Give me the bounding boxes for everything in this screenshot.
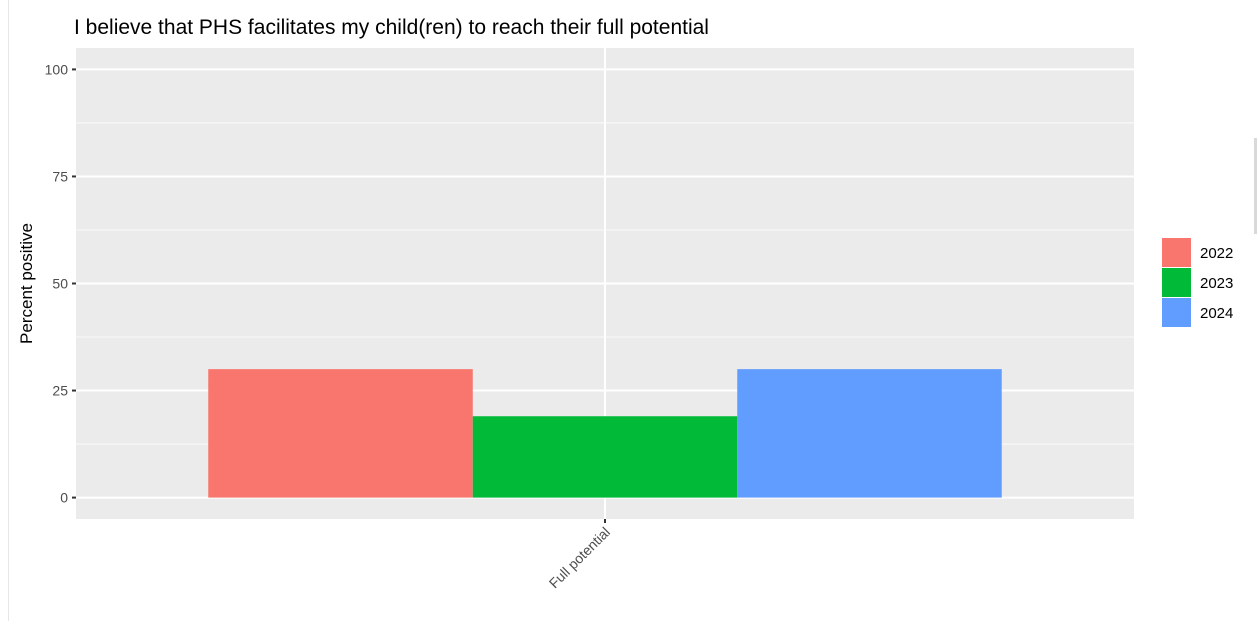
y-tick-label: 25 <box>52 383 68 399</box>
legend-label-2023: 2023 <box>1200 275 1233 292</box>
y-tick-label: 0 <box>60 490 68 506</box>
y-tick-label: 100 <box>45 61 69 77</box>
legend-key-2023 <box>1162 268 1191 297</box>
scrollbar-thumb[interactable] <box>1254 138 1257 234</box>
legend-key-2022 <box>1162 238 1191 267</box>
y-axis-label: Percent positive <box>17 223 36 344</box>
legend-key-2024 <box>1162 298 1191 327</box>
bar-2022 <box>208 369 473 498</box>
legend-label-2022: 2022 <box>1200 245 1233 262</box>
chart-title: I believe that PHS facilitates my child(… <box>74 16 709 39</box>
legend-label-2024: 2024 <box>1200 305 1233 322</box>
bar-2024 <box>737 369 1002 498</box>
y-tick-label: 50 <box>52 276 68 292</box>
x-tick-label: Full potential <box>546 524 613 591</box>
y-tick-label: 75 <box>52 168 68 184</box>
bar-2023 <box>472 416 738 498</box>
left-divider <box>8 0 9 621</box>
